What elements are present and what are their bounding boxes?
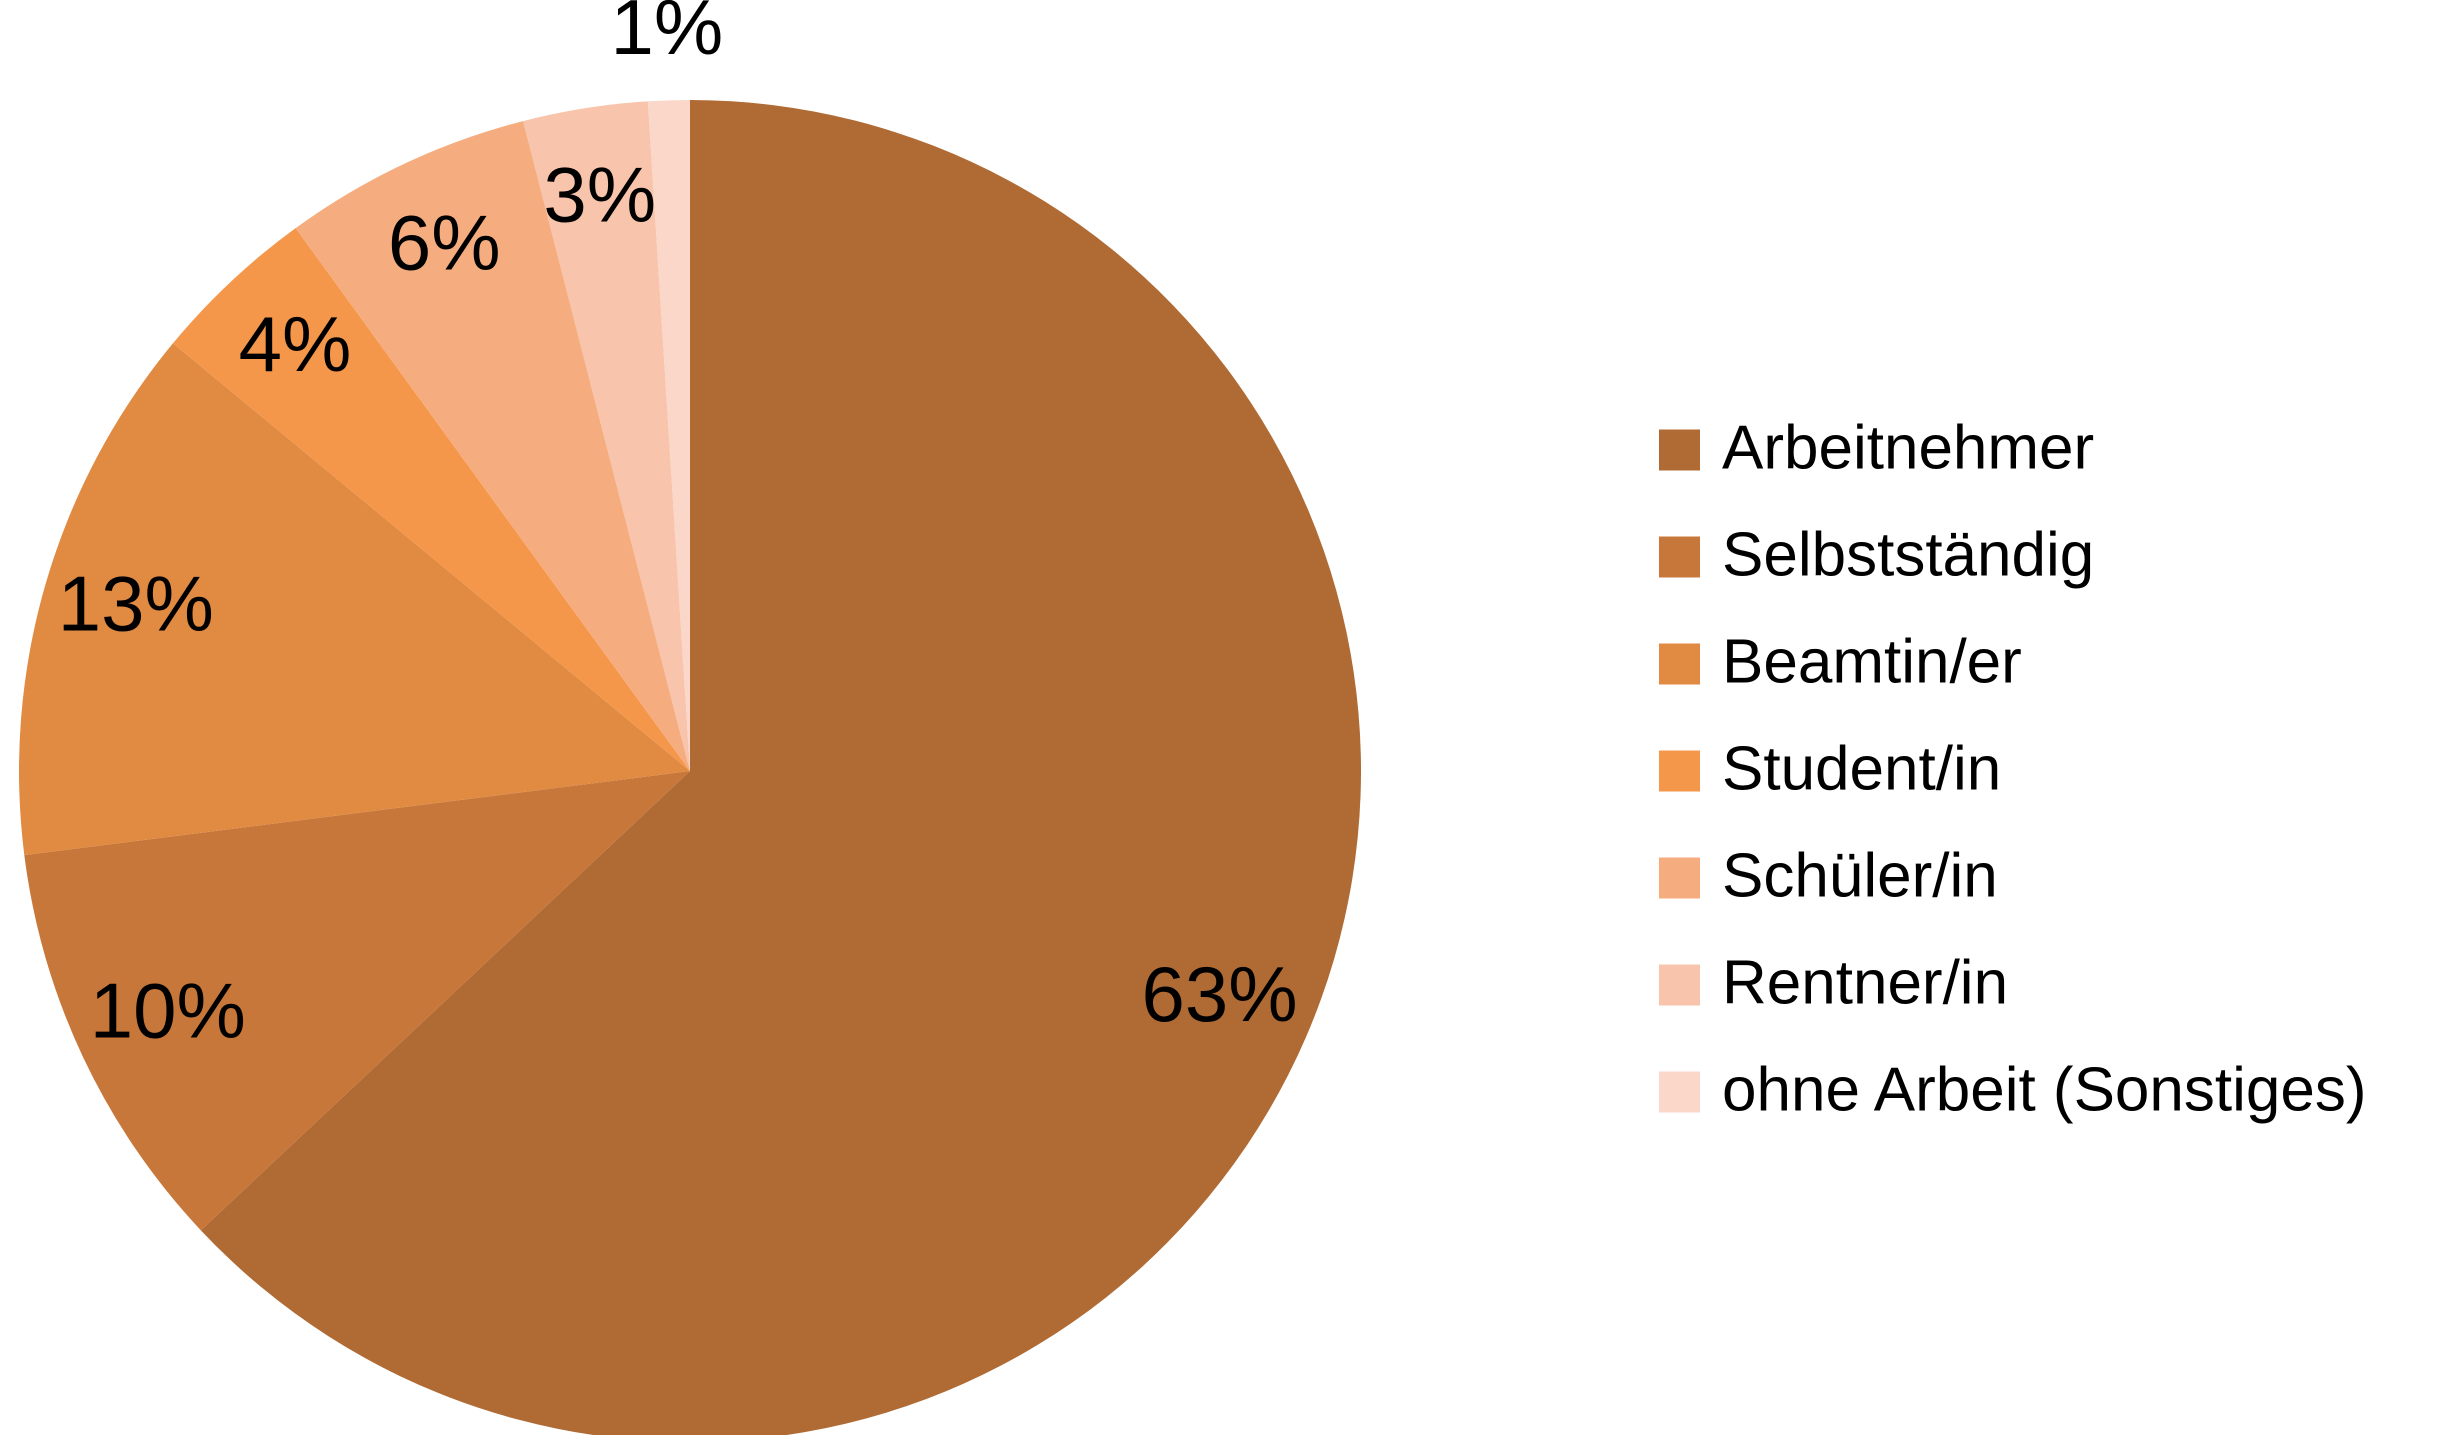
pie-slice <box>200 100 1361 1435</box>
pie-slice <box>24 771 691 1231</box>
legend-label: ohne Arbeit (Sonstiges) <box>1722 1055 2367 1124</box>
legend-label: Student/in <box>1722 734 2001 803</box>
data-label: 3% <box>543 151 656 239</box>
data-label: 4% <box>239 300 352 388</box>
data-label: 13% <box>58 560 214 648</box>
legend-swatch <box>1659 536 1700 578</box>
pie-slice <box>172 228 691 771</box>
legend-label: Selbstständig <box>1722 520 2094 589</box>
legend-swatch <box>1659 964 1700 1006</box>
legend-swatch <box>1659 857 1700 899</box>
pie-slice <box>295 121 690 772</box>
data-label: 63% <box>1142 950 1298 1038</box>
data-label: 10% <box>90 966 246 1054</box>
legend-swatch <box>1659 643 1700 685</box>
pie-slice <box>19 343 691 856</box>
legend-label: Arbeitnehmer <box>1722 413 2094 482</box>
legend-label: Beamtin/er <box>1722 627 2022 696</box>
legend-swatch <box>1659 750 1700 792</box>
pie-slice <box>647 100 690 771</box>
data-label: 1% <box>610 0 723 71</box>
legend-label: Schüler/in <box>1722 841 1998 910</box>
legend-swatch <box>1659 429 1700 471</box>
legend-swatch <box>1659 1071 1700 1113</box>
pie-slice <box>523 101 690 771</box>
legend-label: Rentner/in <box>1722 948 2008 1017</box>
data-label: 6% <box>388 198 501 286</box>
